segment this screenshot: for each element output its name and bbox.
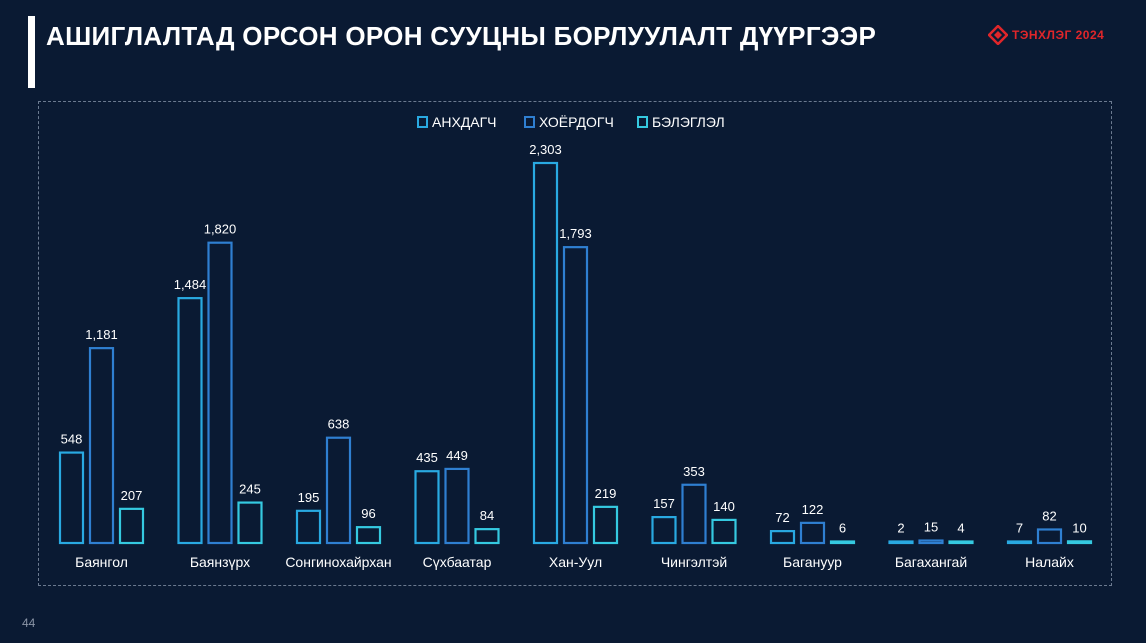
legend-swatch bbox=[524, 116, 535, 128]
bar bbox=[948, 540, 974, 545]
category-label: Хан-Уул bbox=[549, 554, 602, 570]
data-label: 10 bbox=[1072, 520, 1086, 535]
data-label: 140 bbox=[713, 499, 735, 514]
bar bbox=[237, 501, 263, 545]
data-label: 353 bbox=[683, 464, 705, 479]
bar bbox=[207, 241, 233, 545]
data-label: 157 bbox=[653, 496, 675, 511]
category-label: Баянзүрх bbox=[190, 554, 250, 570]
data-label: 1,181 bbox=[85, 327, 118, 342]
data-label: 15 bbox=[924, 520, 938, 535]
data-label: 1,484 bbox=[174, 277, 207, 292]
data-label: 72 bbox=[775, 510, 789, 525]
company-logo: ТЭНХЛЭГ 2024 bbox=[988, 24, 1104, 46]
category-label: Сонгинохайрхан bbox=[285, 554, 391, 570]
legend-swatch bbox=[637, 116, 648, 128]
bar bbox=[295, 509, 322, 545]
bar bbox=[592, 505, 619, 545]
legend-label: АНХДАГЧ bbox=[432, 114, 497, 130]
bar bbox=[177, 297, 203, 545]
bar bbox=[651, 515, 677, 545]
bar bbox=[58, 451, 85, 545]
bar bbox=[769, 530, 796, 545]
data-label: 4 bbox=[957, 521, 964, 536]
title-accent-bar bbox=[28, 16, 35, 88]
bar bbox=[355, 526, 382, 545]
bar bbox=[414, 470, 440, 545]
legend-swatch bbox=[417, 116, 428, 128]
category-label: Баянгол bbox=[75, 554, 128, 570]
page-number: 44 bbox=[22, 616, 36, 630]
bar bbox=[474, 528, 500, 545]
bar bbox=[888, 540, 914, 545]
bar bbox=[711, 518, 737, 545]
legend-label: БЭЛЭГЛЭЛ bbox=[652, 114, 725, 130]
data-label: 435 bbox=[416, 450, 438, 465]
data-label: 84 bbox=[480, 508, 494, 523]
data-label: 1,793 bbox=[559, 226, 592, 241]
bar bbox=[118, 507, 145, 545]
category-label: Багахангай bbox=[895, 554, 967, 570]
page-title: АШИГЛАЛТАД ОРСОН ОРОН СУУЦНЫ БОРЛУУЛАЛТ … bbox=[46, 21, 877, 51]
data-label: 122 bbox=[802, 502, 824, 517]
data-label: 1,820 bbox=[204, 222, 237, 237]
category-label: Чингэлтэй bbox=[661, 554, 727, 570]
logo-text: ТЭНХЛЭГ 2024 bbox=[1012, 28, 1105, 42]
bar bbox=[1066, 540, 1093, 545]
data-label: 638 bbox=[328, 417, 350, 432]
data-label: 2,303 bbox=[529, 142, 562, 157]
logo-diamond-icon bbox=[988, 25, 1008, 45]
category-label: Сүхбаатар bbox=[423, 554, 492, 570]
data-label: 6 bbox=[839, 521, 846, 536]
data-label: 219 bbox=[595, 486, 617, 501]
category-label: Налайх bbox=[1025, 554, 1074, 570]
data-label: 96 bbox=[361, 506, 375, 521]
data-label: 207 bbox=[121, 488, 143, 503]
bar bbox=[562, 246, 589, 545]
data-label: 245 bbox=[239, 482, 261, 497]
bar bbox=[88, 347, 115, 545]
bar bbox=[1036, 528, 1063, 545]
bar bbox=[799, 521, 826, 545]
chart-frame bbox=[38, 101, 1112, 586]
bar bbox=[532, 161, 559, 545]
data-label: 449 bbox=[446, 448, 468, 463]
bar bbox=[1006, 540, 1033, 545]
data-label: 548 bbox=[61, 432, 83, 447]
bar bbox=[918, 539, 944, 545]
data-label: 82 bbox=[1042, 508, 1056, 523]
data-label: 2 bbox=[897, 521, 904, 536]
data-label: 7 bbox=[1016, 521, 1023, 536]
bar bbox=[829, 540, 856, 545]
bar bbox=[325, 436, 352, 545]
bar bbox=[444, 467, 470, 545]
data-label: 195 bbox=[298, 490, 320, 505]
legend-label: ХОЁРДОГЧ bbox=[539, 114, 614, 130]
category-label: Багануур bbox=[783, 554, 842, 570]
bar bbox=[681, 483, 707, 545]
